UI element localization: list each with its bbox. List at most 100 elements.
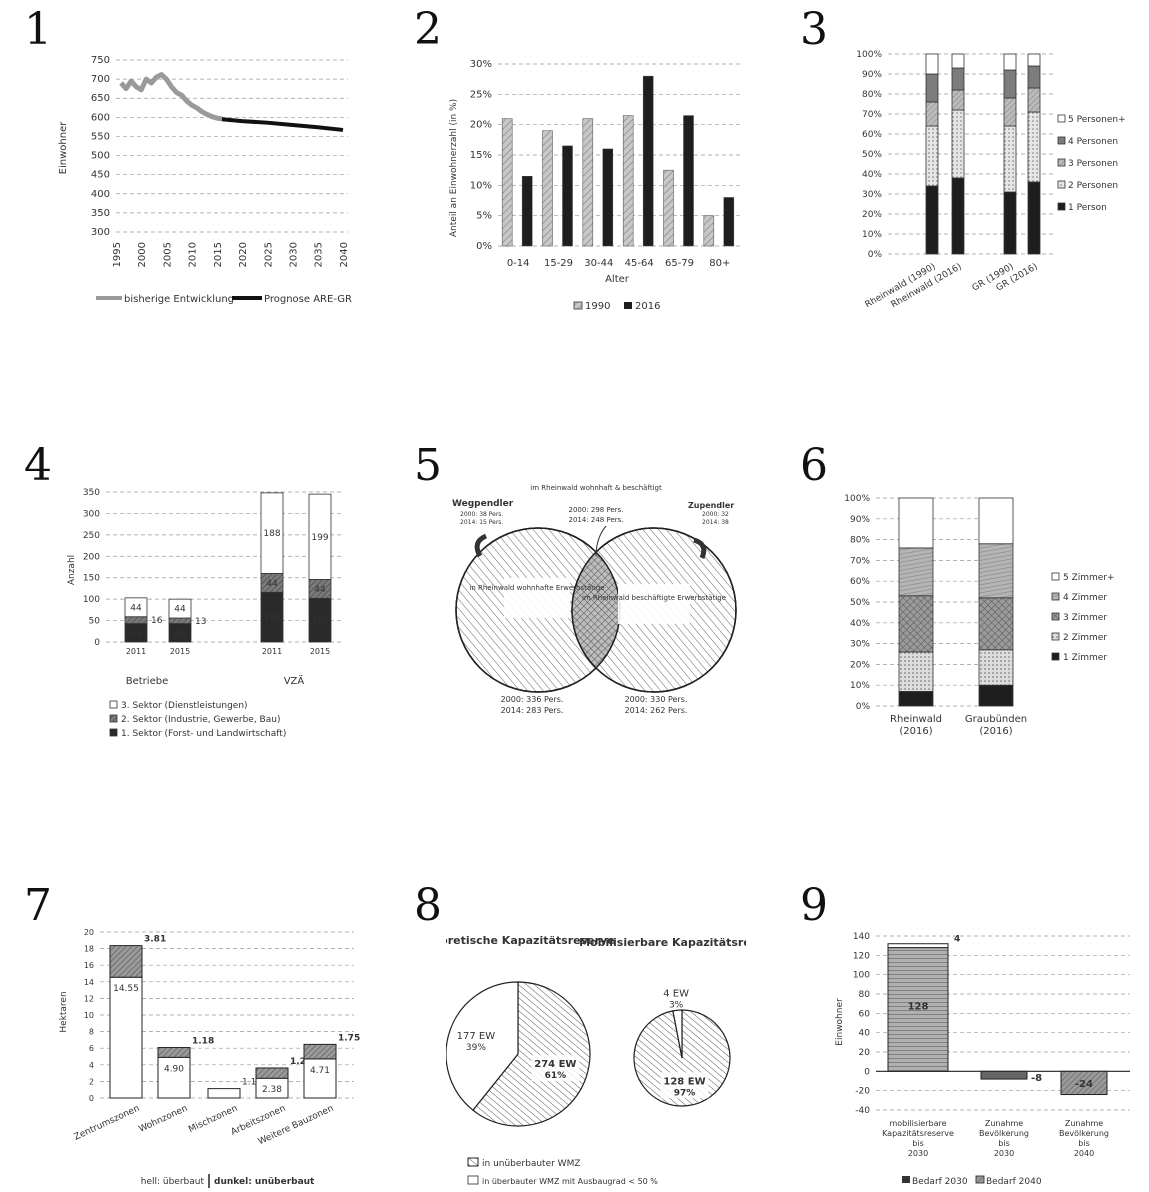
y-tick-label: 450	[91, 170, 110, 181]
x-tick-label: Graubünden	[965, 714, 1027, 725]
bottom-right-2014: 2014: 262 Pers.	[625, 706, 688, 715]
legend-item: 2. Sektor (Industrie, Gewerbe, Bau)	[121, 715, 280, 725]
bar-segment-4 Personen	[1027, 65, 1041, 89]
bar-segment-3 Zimmer	[978, 597, 1014, 651]
wegpendler-2014: 2014: 15 Pers.	[460, 519, 503, 526]
x-tick-label: 45-64	[625, 258, 654, 269]
left-circle-label: in Rheinwald wohnhafte Erwerbstätige	[469, 584, 604, 592]
bar-value-label: 4.71	[310, 1066, 330, 1076]
legend-swatch	[1051, 632, 1060, 641]
y-tick-label: 650	[91, 93, 110, 104]
bar-segment-1 Zimmer	[978, 684, 1014, 707]
series-line-1	[221, 117, 344, 132]
y-tick-label: 16	[84, 961, 94, 970]
y-tick-label: 20	[859, 1048, 871, 1058]
pie-slice-label: 274 EW	[534, 1059, 576, 1070]
bar-segment-unbuilt	[303, 1043, 337, 1060]
legend-item: 5 Zimmer+	[1063, 573, 1115, 583]
y-tick-label: 300	[83, 509, 100, 519]
y-tick-label: 12	[84, 994, 94, 1003]
y-tick-label: 15%	[470, 150, 492, 161]
bottom-left-2014: 2014: 283 Pers.	[501, 706, 564, 715]
y-axis-label: Anteil an Einwohnerzahl (in %)	[449, 99, 459, 237]
bar-segment-3 Personen	[925, 101, 939, 127]
x-tick-label: 65-79	[665, 258, 694, 269]
legend-swatch	[109, 714, 118, 723]
bar-value-label: 43	[130, 629, 141, 639]
x-axis-label: Alter	[605, 274, 630, 285]
legend-swatch-2016	[624, 302, 632, 309]
bar-segment-2	[124, 616, 148, 624]
x-tick-label: 2010	[188, 242, 199, 267]
y-tick-label: 0%	[856, 702, 871, 712]
zupendler-title: Zupendler	[688, 501, 734, 510]
x-tick-label: 2011	[126, 647, 146, 656]
bar-segment-3 Personen	[951, 89, 965, 111]
y-tick-label: 20%	[850, 660, 870, 670]
bar-value-label: -24	[1075, 1079, 1093, 1090]
bar-segment-4 Zimmer	[898, 547, 934, 597]
x-tick-label: Wohnzonen	[137, 1104, 189, 1135]
wegpendler-2000: 2000: 38 Pers.	[460, 511, 503, 518]
bar-segment-3	[168, 598, 192, 619]
bar-segment-1 Person	[1003, 191, 1017, 255]
legend-swatch	[109, 728, 118, 737]
legend-swatch	[1057, 202, 1066, 211]
x-tick-label: 2030	[908, 1149, 928, 1158]
bar-2016-0-14	[521, 175, 533, 247]
legend-swatch	[1057, 180, 1066, 189]
bar-segment-3 Zimmer	[898, 595, 934, 653]
x-tick-label: 80+	[709, 258, 730, 269]
arrow-out-icon	[474, 533, 488, 558]
legend-swatch-built	[467, 1175, 479, 1185]
x-tick-label: 2040	[339, 242, 350, 267]
y-tick-label: 60	[859, 1009, 871, 1019]
x-tick-label: 2040	[1074, 1149, 1094, 1158]
bar-segment-built	[303, 1058, 337, 1099]
bar-value-label: 43	[174, 629, 185, 639]
y-tick-label: 120	[853, 951, 870, 961]
chart-rooms: 100% 90% 80% 70% 60% 50% 40% 30% 20% 10% 0% Rheinwa…	[844, 494, 1115, 737]
zupendler-2014: 2014: 38	[702, 519, 729, 526]
bar-2016-65-79	[683, 115, 694, 247]
bar-1990-0-14	[501, 118, 513, 247]
y-axis-label: Einwohner	[835, 998, 845, 1046]
x-tick-label: mobilisierbare	[889, 1119, 946, 1128]
bar-value-label: 44	[314, 585, 326, 595]
wegpendler-title: Wegpendler	[452, 499, 514, 509]
y-tick-label: 80	[859, 990, 871, 1000]
y-tick-label: 550	[91, 131, 110, 142]
y-tick-label: 30%	[850, 640, 870, 650]
middle-title: im Rheinwald wohnhaft & beschäftigt	[530, 484, 662, 492]
chart-capacity-pies: Theoretische Kapazitätsreserve Mobilisie…	[446, 934, 746, 1186]
chart-household-size: 100%90%80%70%60%50%40%30%20%10%0%Rheinwa…	[856, 50, 1125, 310]
bar-value-label: 1.24	[290, 1057, 312, 1067]
bar-value-label: 1.13	[242, 1078, 262, 1088]
chart-demand: 140 120 100 80 60 40 20 0 -20 -40 128 -8 -24 4 mobilis…	[835, 932, 1130, 1187]
legend-item: 3 Personen	[1068, 159, 1118, 169]
y-tick-label: 40%	[850, 619, 870, 629]
x-tick-label: Zunahme	[1065, 1119, 1103, 1128]
bar-1990-45-64	[622, 115, 634, 247]
y-tick-label: 40	[859, 1029, 871, 1039]
y-tick-label: 10%	[850, 681, 870, 691]
bar-segment-5 Personen+	[1003, 53, 1017, 71]
x-tick-label: 2020	[238, 242, 249, 267]
bar-segment-5 Zimmer+	[978, 497, 1014, 545]
legend-item: 3. Sektor (Dienstleistungen)	[121, 701, 248, 711]
x-tick-label: Zentrumszonen	[73, 1104, 142, 1143]
bar-segment-built	[207, 1088, 241, 1099]
y-tick-label: 6	[89, 1044, 94, 1053]
pie-slice	[472, 981, 591, 1127]
y-tick-label: 350	[83, 488, 100, 498]
y-tick-label: 20	[84, 928, 94, 937]
legend-swatch	[1051, 612, 1060, 621]
y-tick-label: 10	[84, 1011, 94, 1020]
x-tick-label: bis	[912, 1139, 923, 1148]
pie-slice-pct: 39%	[466, 1043, 486, 1053]
bar-1990-80+	[703, 215, 715, 247]
bar-value-label: 116	[263, 613, 280, 623]
bar-value-label: 16	[151, 616, 163, 626]
y-tick-label: 200	[83, 552, 100, 562]
bar-extra-label: 4	[954, 935, 960, 945]
